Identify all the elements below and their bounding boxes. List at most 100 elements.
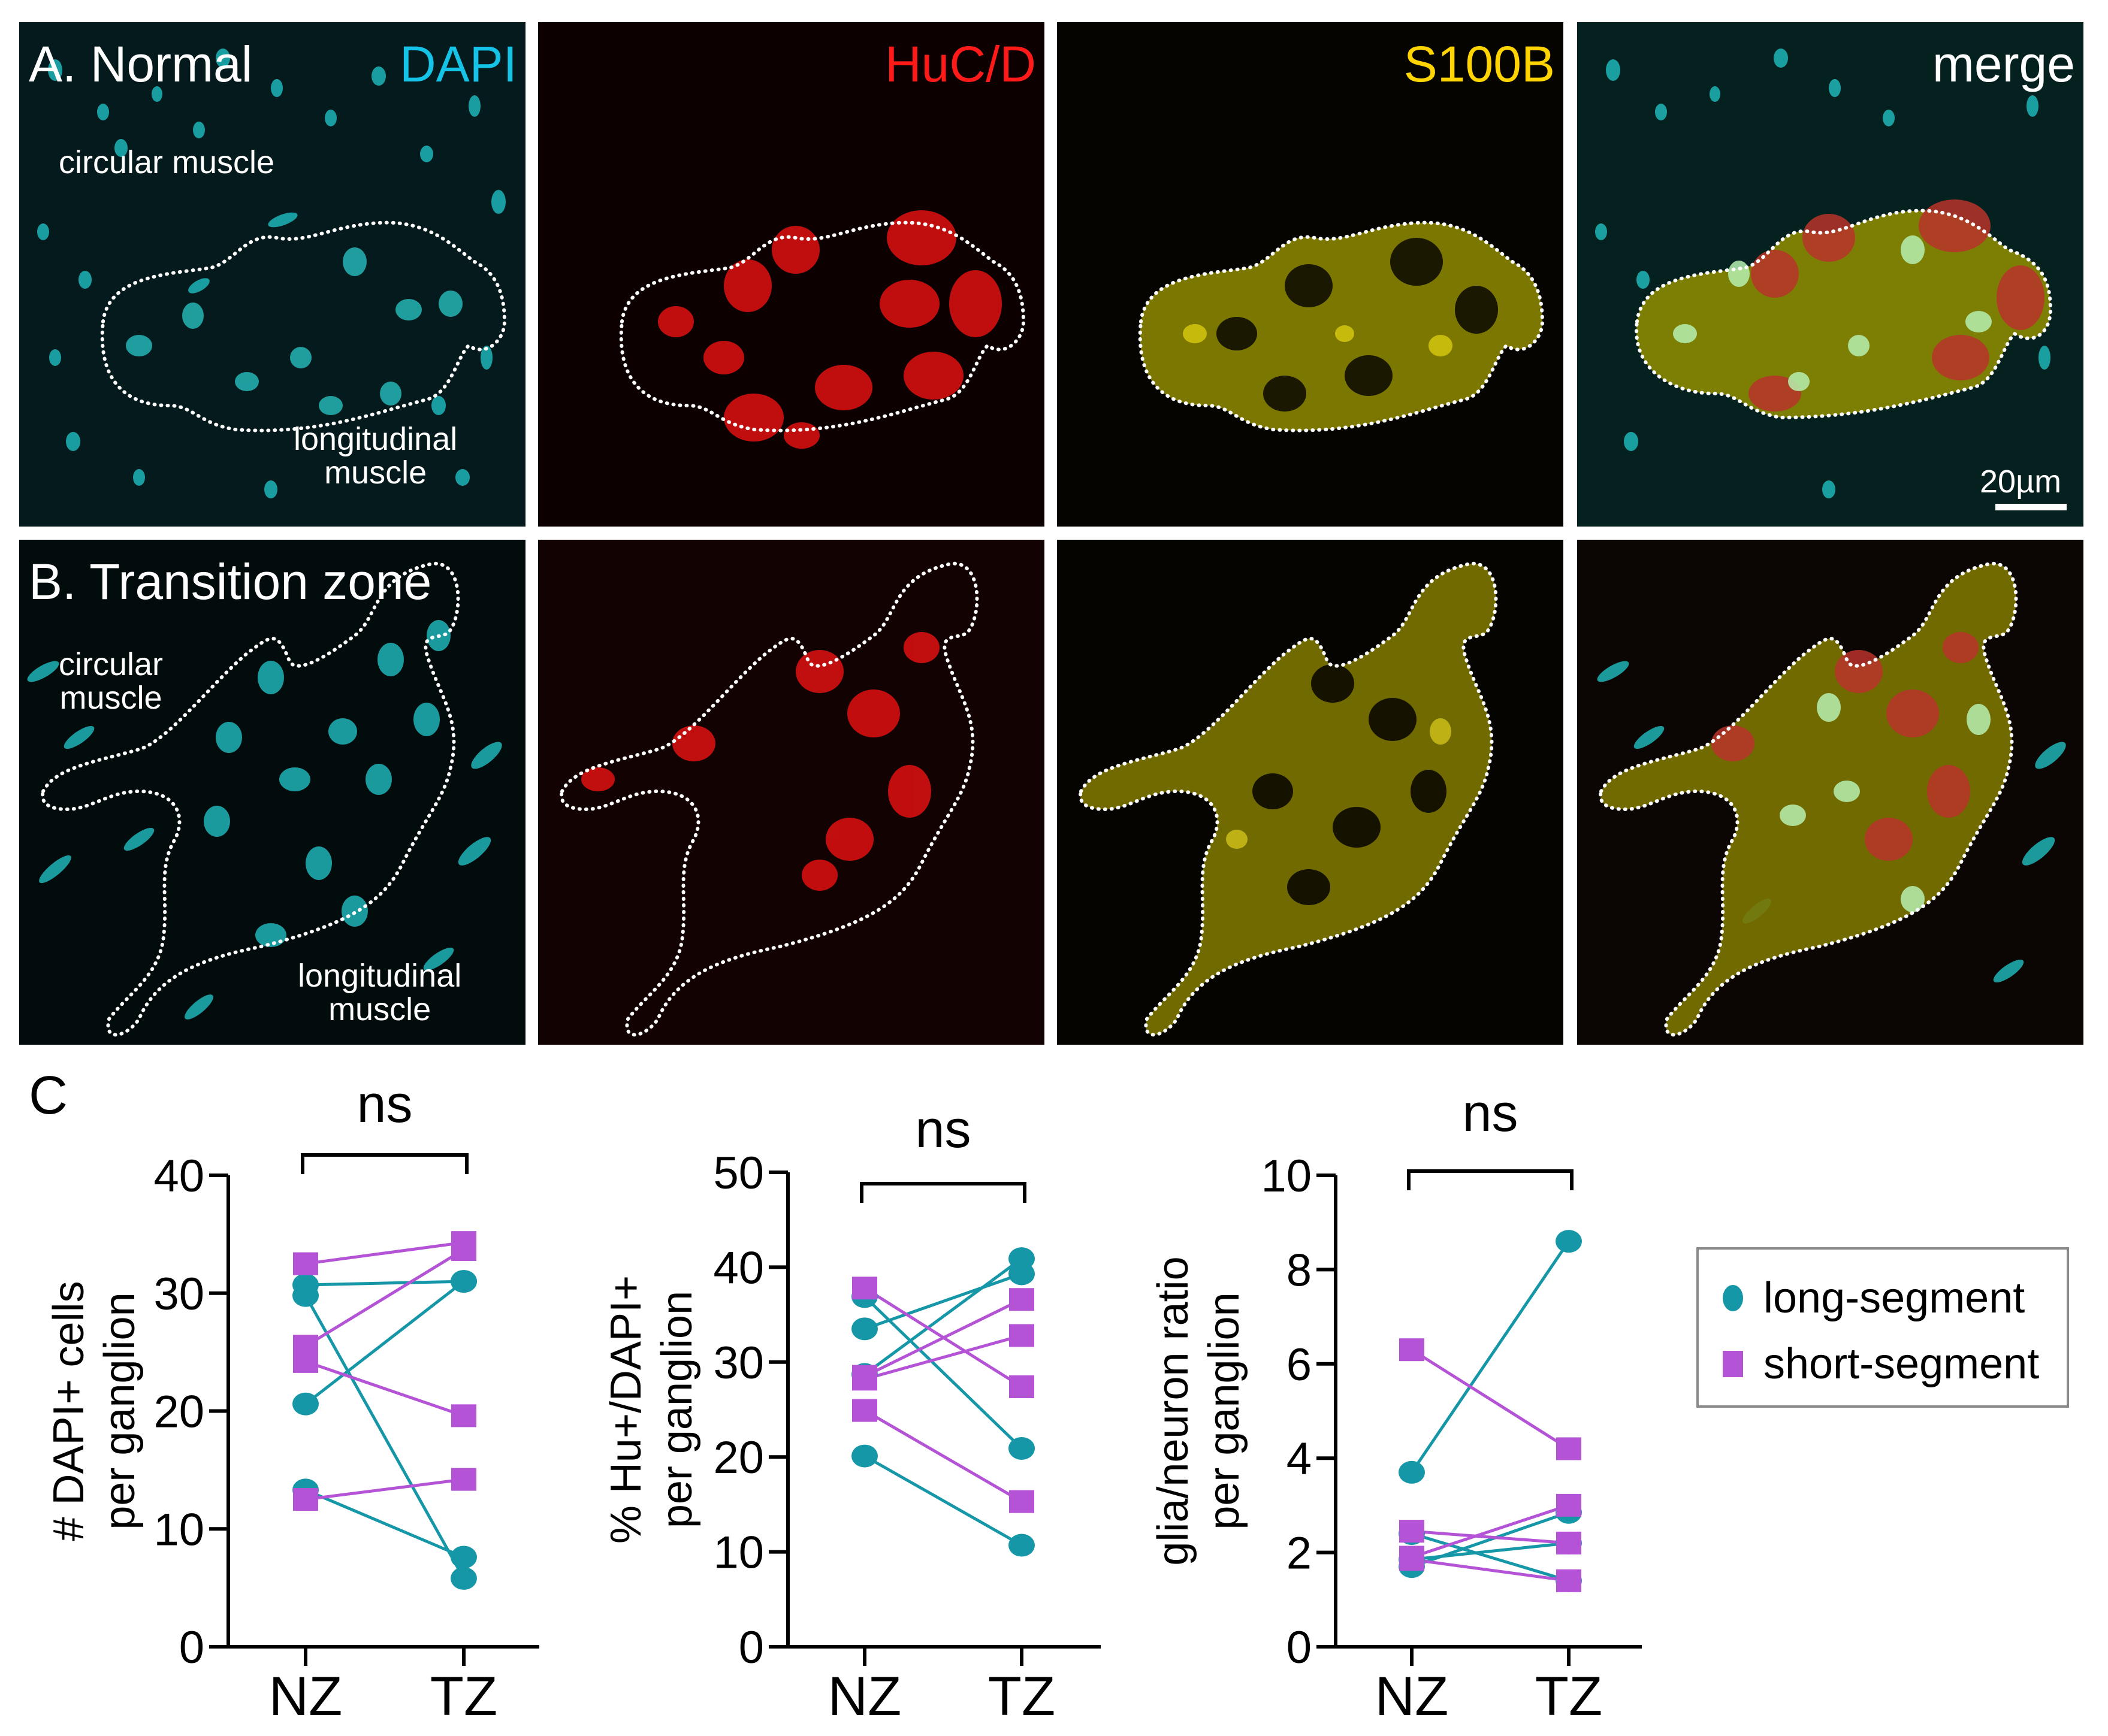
panel-b-dapi: B. Transition zone circular muscle longi…	[19, 540, 526, 1045]
data-point-square	[451, 1404, 476, 1427]
ganglion-outline	[1138, 220, 1545, 433]
data-point-square	[293, 1335, 318, 1358]
data-point-circle	[1399, 1460, 1425, 1484]
y-tick-label: 8	[1286, 1245, 1312, 1296]
micrograph-merge-normal	[1595, 49, 2053, 498]
micrograph-hucd-transition	[560, 561, 979, 1037]
paired-line	[863, 1298, 1023, 1378]
paired-line	[1411, 1348, 1570, 1450]
panel-b-s100b	[1057, 540, 1563, 1045]
micrograph-dapi-transition	[27, 561, 502, 1037]
data-point-square	[852, 1399, 877, 1422]
y-tick-label: 0	[179, 1622, 204, 1673]
data-point-square	[1399, 1546, 1424, 1569]
data-point-square	[1009, 1490, 1034, 1513]
y-tick-label: 10	[713, 1528, 764, 1578]
data-point-circle	[851, 1285, 878, 1308]
panel-a-merge: merge 20µm	[1577, 22, 2083, 527]
ganglion-outline	[619, 220, 1026, 433]
data-point-square	[293, 1350, 318, 1373]
paired-line	[1411, 1511, 1569, 1568]
panel-a-hucd: HuC/D	[538, 22, 1044, 527]
data-point-square	[293, 1488, 318, 1511]
data-point-circle	[1399, 1555, 1425, 1578]
data-point-circle	[1556, 1501, 1582, 1524]
data-point-square	[293, 1252, 318, 1275]
y-tick-label: 0	[739, 1622, 764, 1673]
y-tick-label: 10	[1261, 1151, 1312, 1202]
paired-line	[1410, 1240, 1571, 1474]
x-tick-label: NZ	[1375, 1666, 1449, 1727]
data-point-circle	[292, 1273, 319, 1296]
x-tick-label: TZ	[1535, 1666, 1602, 1727]
significance-bracket	[301, 1153, 469, 1174]
x-tick-label: TZ	[430, 1666, 497, 1727]
y-tick-label: 30	[713, 1338, 764, 1389]
y-tick-label: 4	[1286, 1433, 1312, 1484]
data-point-square	[1556, 1569, 1581, 1592]
data-point-square	[1556, 1493, 1581, 1517]
legend-item-short-segment: short-segment	[1723, 1339, 2039, 1389]
data-point-circle	[451, 1546, 477, 1569]
ganglion-outline	[1635, 208, 2053, 420]
paired-line	[863, 1409, 1023, 1503]
paired-line	[305, 1478, 464, 1501]
data-point-circle	[1008, 1262, 1035, 1286]
data-point-circle	[1556, 1531, 1582, 1554]
paired-line	[1411, 1529, 1569, 1545]
paired-line	[304, 1248, 465, 1348]
square-marker-icon	[1723, 1351, 1743, 1377]
data-point-square	[451, 1231, 476, 1254]
panel-a-s100b: S100B	[1057, 22, 1563, 527]
data-point-circle	[292, 1392, 319, 1416]
paired-line	[863, 1295, 1023, 1450]
legend-label: long-segment	[1763, 1274, 2025, 1322]
channel-label-s100b: S100B	[1403, 36, 1555, 92]
circle-marker-icon	[1723, 1285, 1743, 1311]
paired-line	[1411, 1532, 1569, 1583]
paired-line	[863, 1454, 1023, 1547]
paired-line	[305, 1280, 464, 1287]
y-tick-label: 30	[153, 1269, 204, 1320]
data-point-circle	[1556, 1569, 1582, 1592]
significance-label: ns	[1463, 1083, 1518, 1142]
paired-line	[1411, 1557, 1569, 1583]
data-point-circle	[451, 1270, 477, 1293]
y-axis-label: per ganglion	[96, 1292, 144, 1529]
row-a-label: A. Normal	[29, 36, 253, 92]
micrograph-s100b-transition	[1079, 561, 1498, 1037]
micrograph-hucd-normal	[619, 210, 1026, 449]
y-tick-label: 20	[713, 1432, 764, 1483]
data-point-square	[852, 1368, 877, 1391]
channel-label-dapi: DAPI	[399, 36, 517, 92]
data-point-circle	[1008, 1247, 1035, 1271]
data-point-square	[852, 1277, 877, 1300]
channel-label-hucd: HuC/D	[884, 36, 1036, 92]
data-point-circle	[851, 1444, 878, 1468]
tissue-label-circular-muscle: circular muscle	[59, 144, 275, 180]
data-point-circle	[1008, 1436, 1035, 1460]
tissue-label-circular-muscle: circular muscle	[59, 646, 164, 716]
paired-line	[1411, 1504, 1569, 1559]
data-point-circle	[1399, 1522, 1425, 1546]
data-point-square	[1556, 1531, 1581, 1554]
y-axis-label: glia/neuron ratio	[1149, 1256, 1197, 1565]
x-tick-label: NZ	[828, 1666, 902, 1727]
paired-line	[864, 1334, 1022, 1381]
y-tick-label: 50	[713, 1148, 764, 1199]
ganglion-outline	[100, 220, 507, 433]
paired-line	[863, 1287, 1023, 1389]
data-point-circle	[292, 1478, 319, 1502]
x-tick-label: NZ	[269, 1666, 343, 1727]
x-tick-label: TZ	[988, 1666, 1055, 1727]
data-point-square	[1009, 1375, 1034, 1398]
data-point-square	[451, 1468, 476, 1491]
legend-label: short-segment	[1763, 1340, 2040, 1388]
y-tick-label: 6	[1286, 1339, 1312, 1390]
y-tick-label: 40	[713, 1242, 764, 1293]
data-point-square	[852, 1365, 877, 1388]
data-point-square	[1009, 1324, 1034, 1347]
significance-bracket	[1407, 1169, 1574, 1190]
data-point-square	[1399, 1520, 1424, 1543]
data-point-circle	[451, 1270, 477, 1293]
